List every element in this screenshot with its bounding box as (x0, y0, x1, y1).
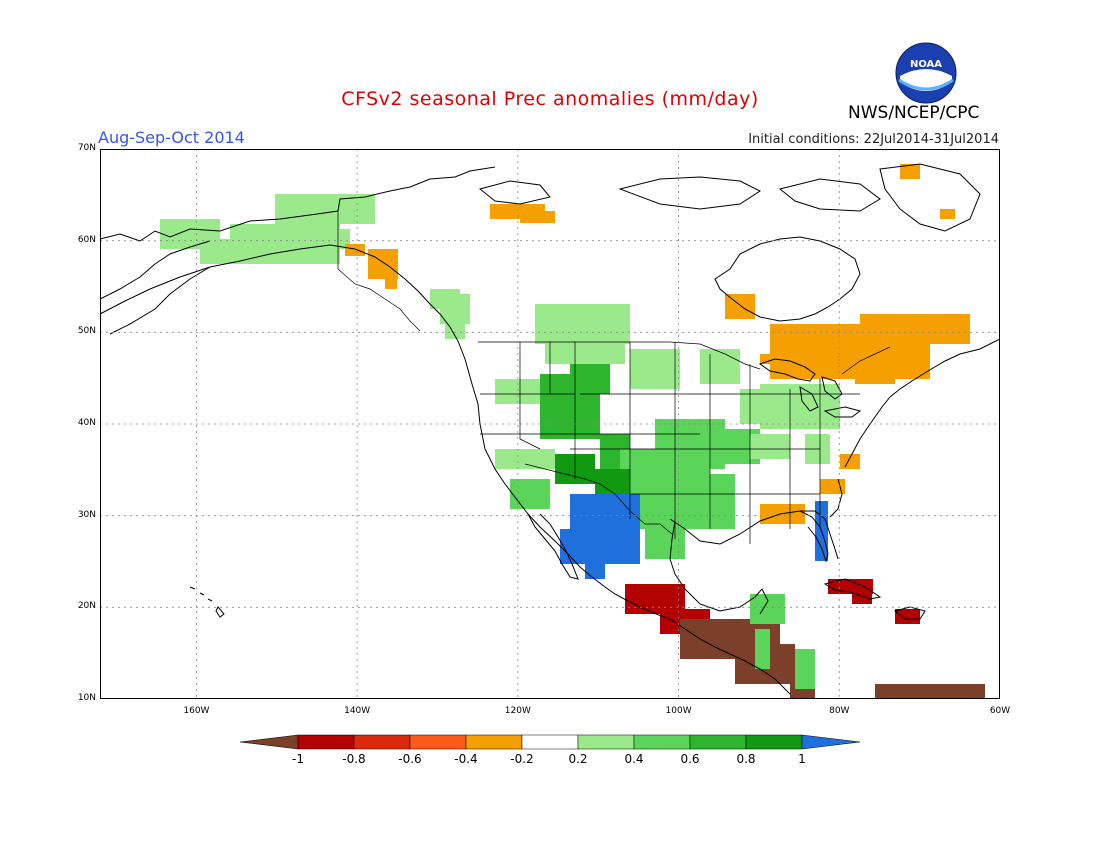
anomaly-region (875, 684, 985, 699)
colorbar-tick-label: -1 (292, 752, 304, 766)
colorbar-segment (577, 734, 635, 750)
colorbar-tick-label: -0.6 (398, 752, 422, 766)
anomaly-region (490, 164, 955, 319)
anomaly-region (895, 609, 920, 624)
anomaly-region (750, 384, 840, 464)
colorbar-segment (353, 734, 411, 750)
colorbar-segment (633, 734, 691, 750)
logo-text: NOAA (910, 59, 942, 70)
lon-label: 100W (665, 706, 692, 716)
political-borders (337, 211, 891, 544)
lon-label: 80W (829, 706, 850, 716)
anomaly-region (750, 594, 815, 689)
lat-label: 30N (77, 509, 96, 520)
lon-label: 60W (989, 706, 1011, 716)
lat-label: 10N (77, 693, 96, 703)
lon-label: 140W (344, 706, 371, 716)
lat-label: 50N (77, 326, 96, 337)
anomaly-region (540, 364, 630, 474)
period-label: Aug-Sep-Oct 2014 (98, 128, 245, 147)
colorbar-tick-label: -0.2 (510, 752, 534, 766)
anomaly-region (760, 314, 970, 384)
colorbar-tick-label: 1 (798, 752, 806, 766)
lat-label: 70N (77, 143, 96, 153)
colorbar-segment (689, 734, 747, 750)
colorbar-segment (240, 734, 299, 750)
colorbar-tick-label: -0.4 (454, 752, 478, 766)
agency-label: NWS/NCEP/CPC (848, 103, 980, 123)
colorbar (240, 734, 860, 750)
colorbar-segment (297, 734, 355, 750)
anomaly-map (100, 149, 1000, 699)
colorbar-tick-label: -0.8 (342, 752, 366, 766)
colorbar-tick-label: 0.8 (736, 752, 756, 766)
initial-conditions-label: Initial conditions: 22Jul2014-31Jul2014 (748, 132, 999, 147)
colorbar-segment (465, 734, 523, 750)
colorbar-tick-label: 0.2 (568, 752, 588, 766)
lon-label: 120W (504, 706, 531, 716)
noaa-logo: NOAA (895, 42, 957, 104)
graticule (100, 149, 1000, 699)
anomaly-region (535, 304, 630, 364)
colorbar-tick-label: 0.6 (680, 752, 700, 766)
anomaly-region (510, 474, 735, 559)
map-title: CFSv2 seasonal Prec anomalies (mm/day) (341, 88, 759, 110)
anomaly-region (345, 244, 398, 289)
colorbar-segment (801, 734, 860, 750)
colorbar-segment (745, 734, 803, 750)
lon-label: 160W (183, 706, 210, 716)
lat-label: 40N (77, 418, 96, 428)
lat-label: 60N (77, 234, 96, 245)
lat-label: 20N (77, 601, 96, 612)
anomaly-region (560, 494, 640, 579)
coastlines (100, 163, 1000, 695)
colorbar-tick-label: 0.4 (624, 752, 644, 766)
colorbar-segment (521, 734, 579, 750)
anomaly-layer (160, 164, 985, 699)
colorbar-segment (409, 734, 467, 750)
